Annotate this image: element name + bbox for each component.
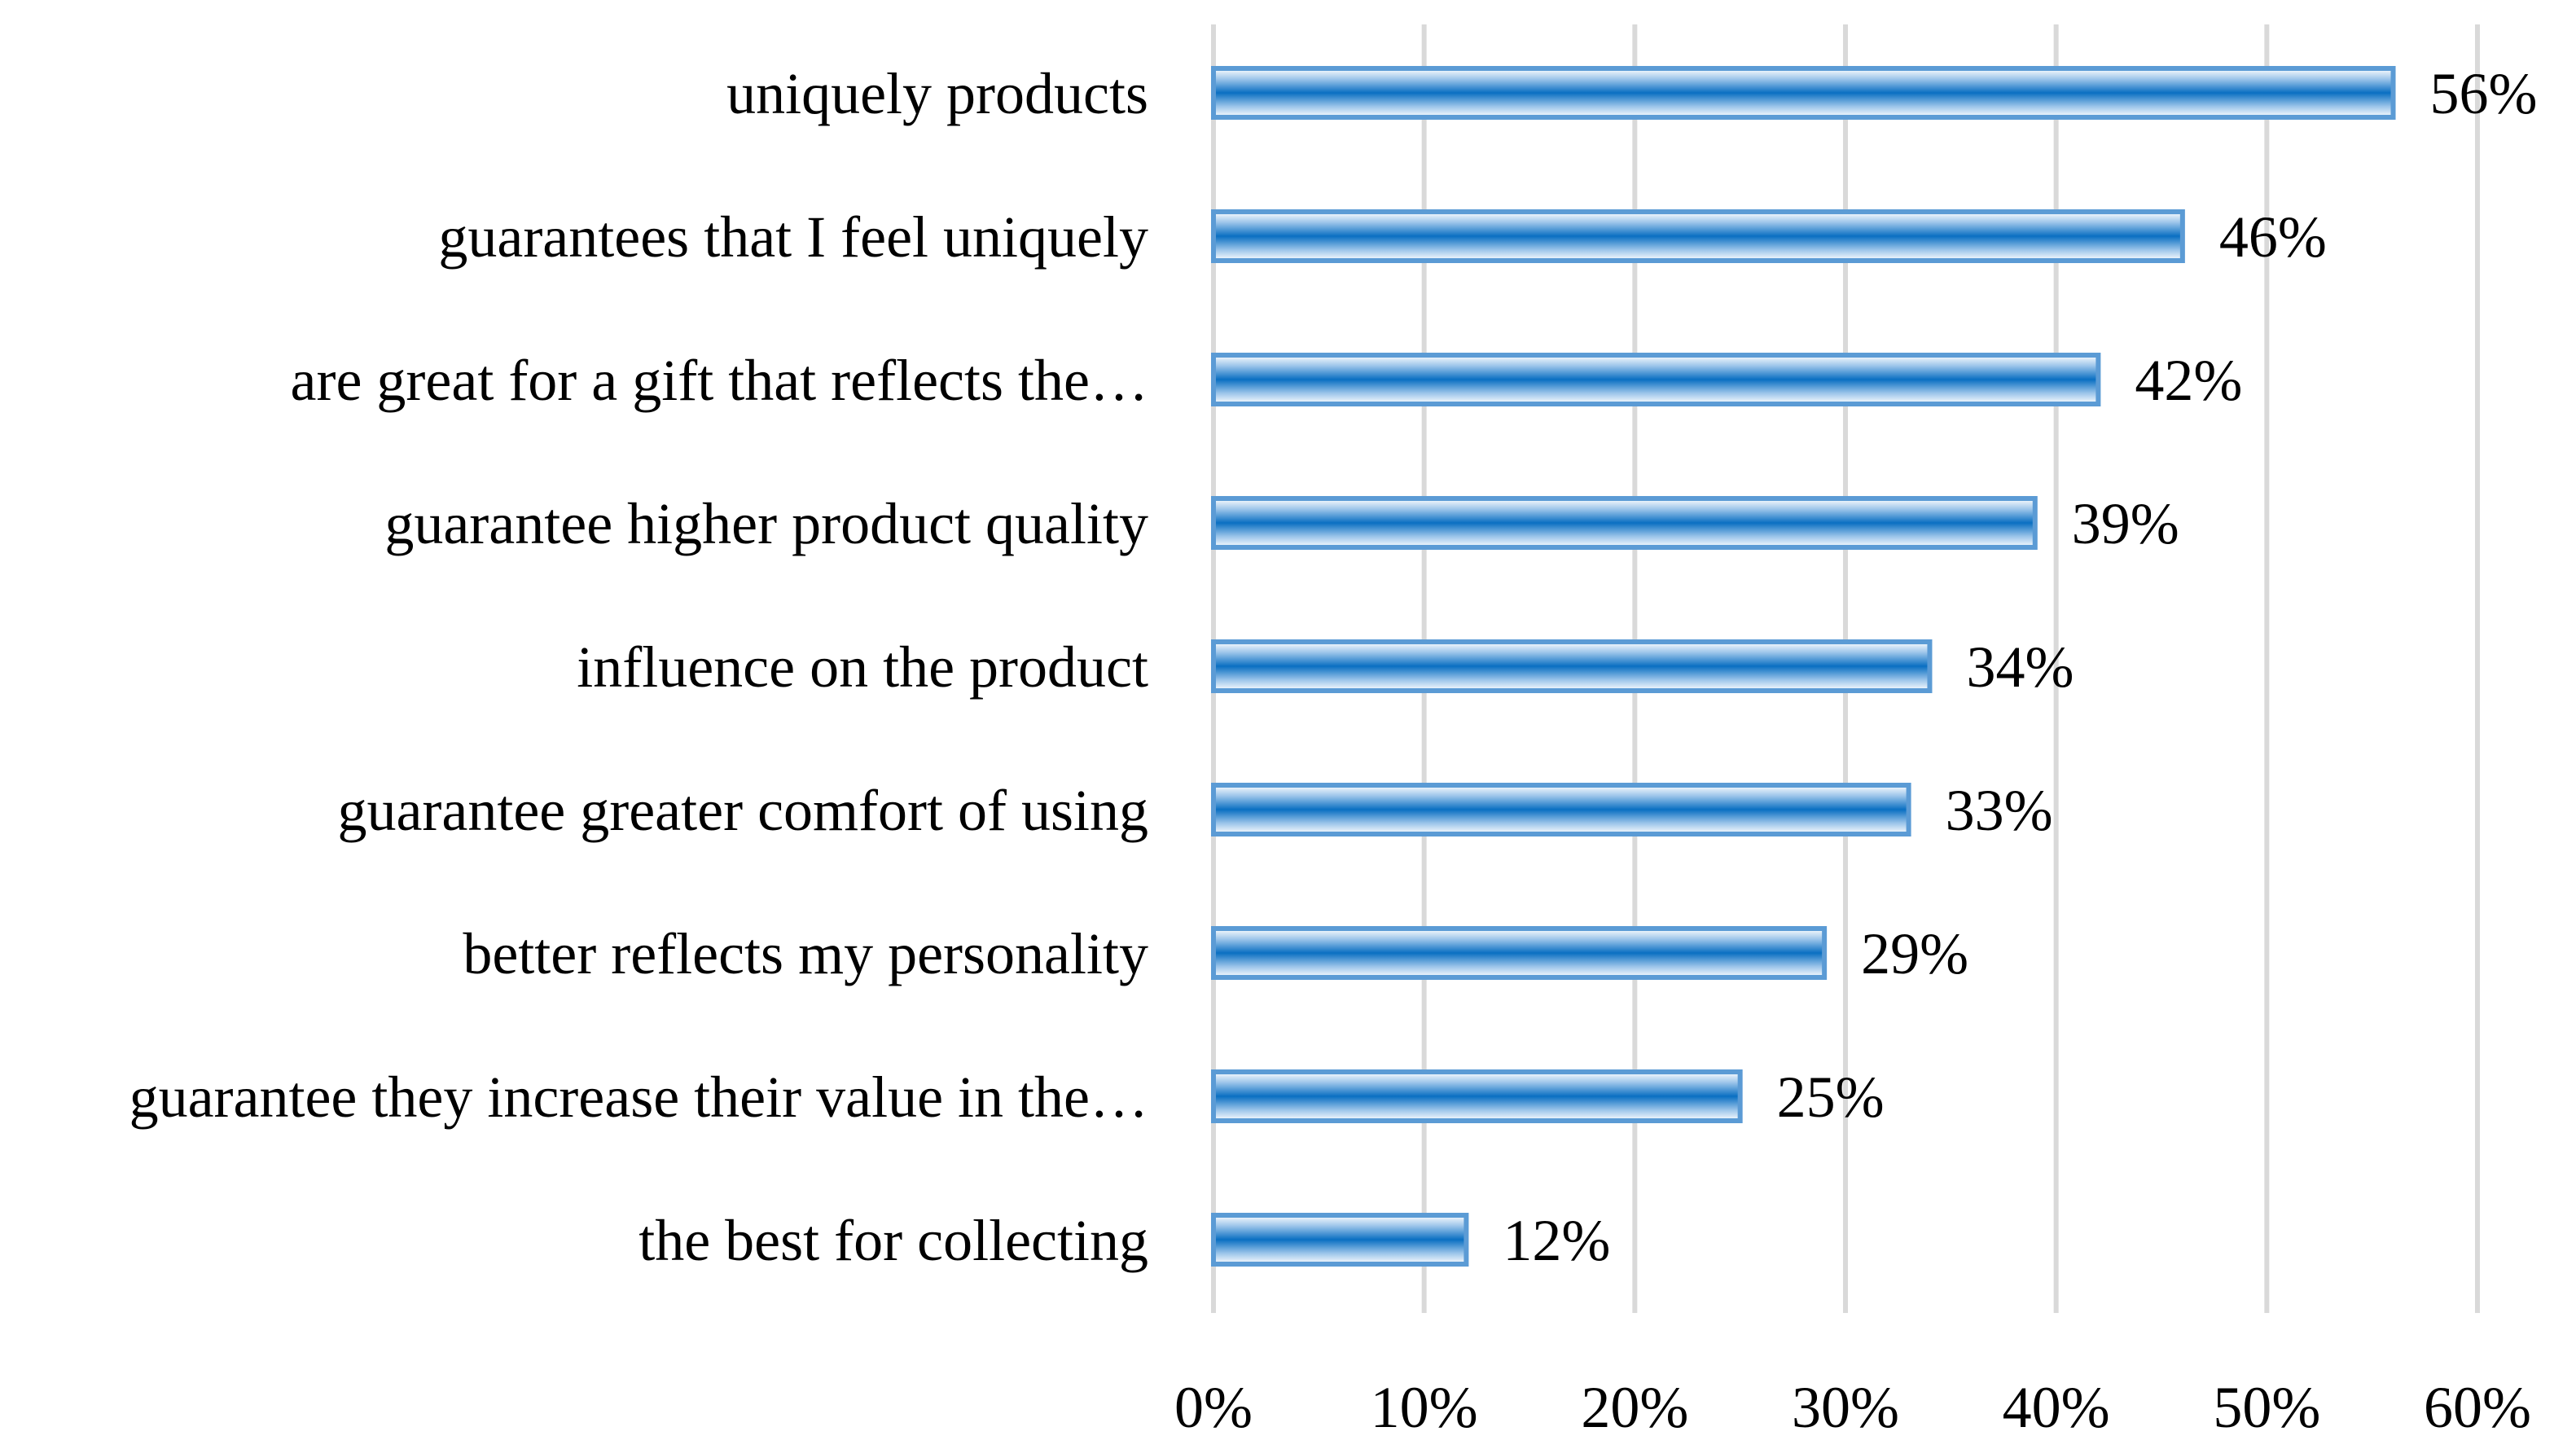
category-labels: uniquely products guarantees that I feel …: [129, 61, 1148, 1273]
data-labels: 56% 46% 42% 39% 34% 33% 29% 25% 12%: [1503, 61, 2537, 1273]
category-label: guarantee greater comfort of using: [337, 778, 1148, 843]
category-label: guarantees that I feel uniquely: [438, 204, 1148, 270]
data-label: 56%: [2430, 61, 2538, 126]
category-label: the best for collecting: [639, 1208, 1148, 1273]
data-label: 12%: [1503, 1208, 1610, 1273]
x-tick-label: 20%: [1581, 1375, 1688, 1440]
bar: [1211, 926, 1828, 980]
data-label: 25%: [1777, 1065, 1885, 1130]
data-label: 34%: [1966, 634, 2074, 700]
bar: [1211, 1213, 1469, 1267]
x-tick-label: 30%: [1792, 1375, 1899, 1440]
bar: [1211, 1069, 1743, 1123]
category-label: guarantee they increase their value in t…: [129, 1065, 1148, 1130]
bar: [1211, 209, 2185, 263]
data-label: 33%: [1946, 778, 2053, 843]
data-label: 46%: [2219, 204, 2327, 270]
bar: [1211, 353, 2101, 406]
x-tick-label: 50%: [2213, 1375, 2320, 1440]
data-label: 42%: [2135, 348, 2242, 413]
bars: [1211, 66, 2396, 1267]
data-label: 39%: [2072, 491, 2179, 556]
category-label: uniquely products: [726, 61, 1148, 126]
category-label: guarantee higher product quality: [384, 491, 1148, 556]
x-tick-label: 0%: [1174, 1375, 1253, 1440]
bar: [1211, 66, 2396, 120]
x-tick-label: 60%: [2424, 1375, 2531, 1440]
bar: [1211, 496, 2038, 550]
category-label: better reflects my personality: [463, 921, 1148, 986]
x-axis-tick-labels: 0% 10% 20% 30% 40% 50% 60%: [1174, 1375, 2531, 1440]
data-label: 29%: [1861, 921, 1968, 986]
category-label: are great for a gift that reflects the…: [291, 348, 1148, 413]
bar: [1211, 639, 1933, 693]
x-tick-label: 40%: [2003, 1375, 2110, 1440]
x-tick-label: 10%: [1371, 1375, 1478, 1440]
bar: [1211, 783, 1911, 836]
category-label: influence on the product: [577, 634, 1148, 700]
